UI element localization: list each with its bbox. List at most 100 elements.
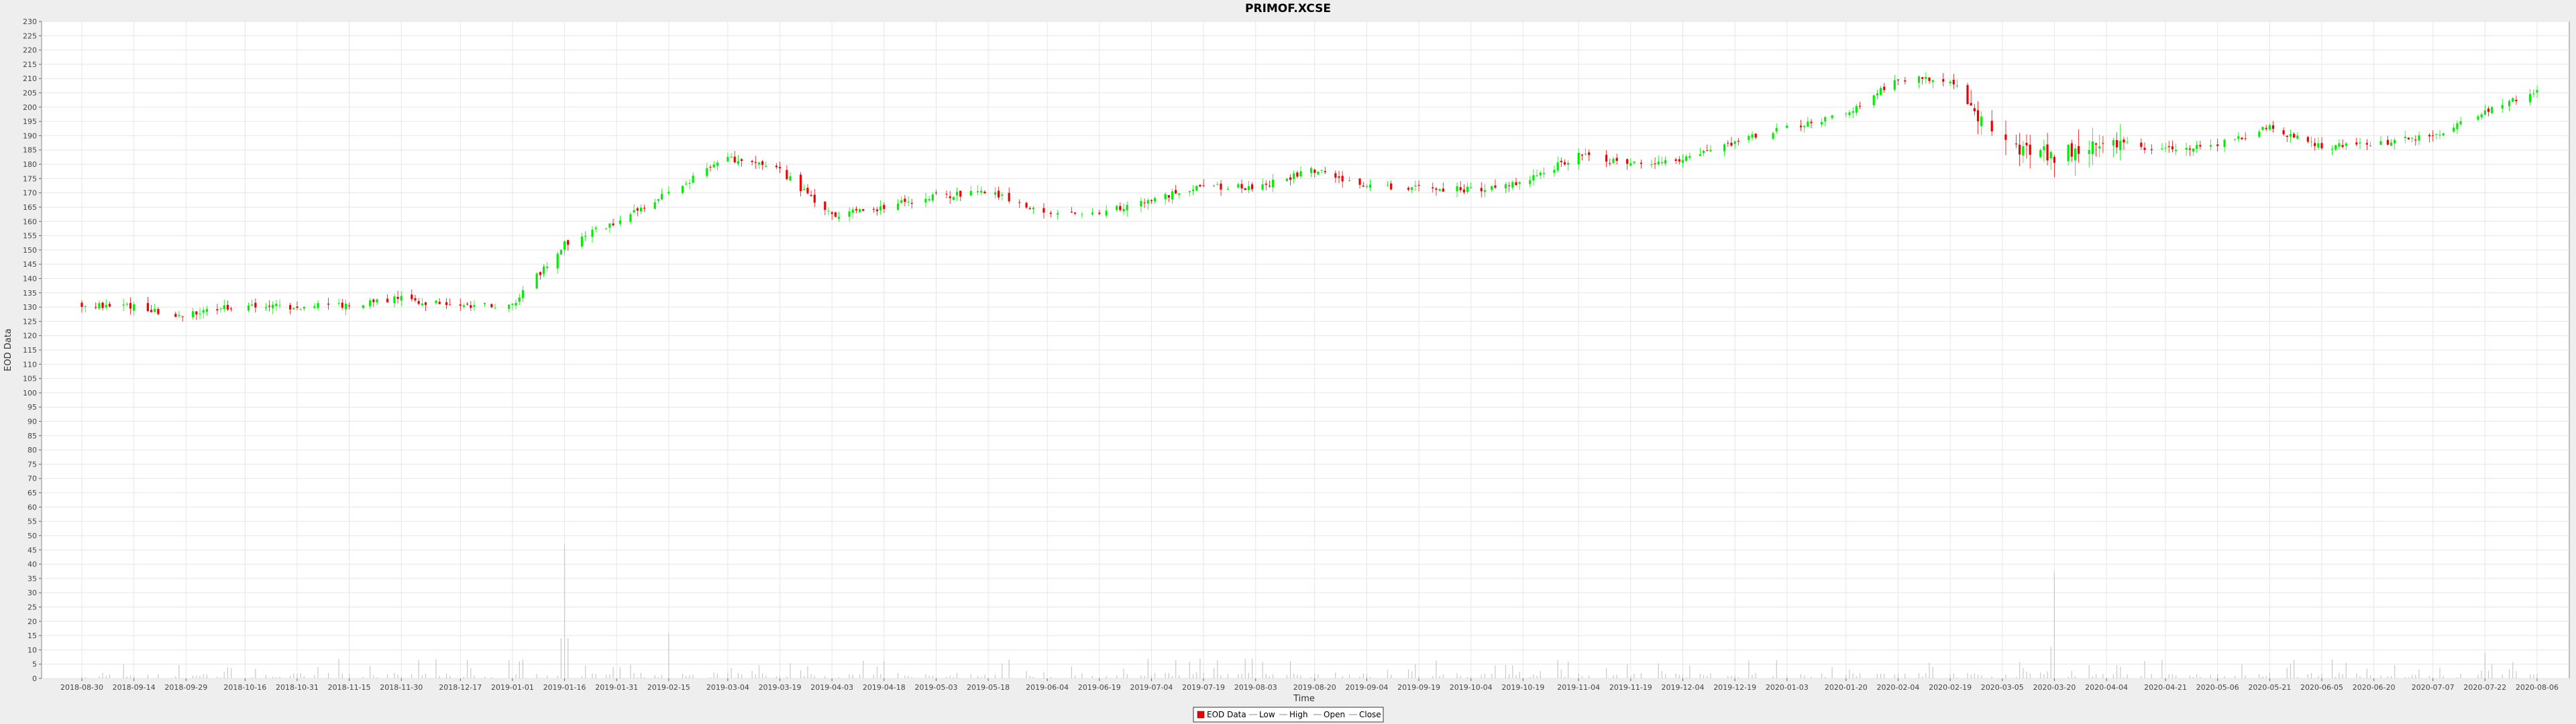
volume-bar bbox=[1703, 674, 1705, 678]
y-tick-label: 165 bbox=[23, 203, 37, 212]
volume-bar bbox=[1876, 674, 1878, 678]
candle-body bbox=[1199, 184, 1201, 187]
candle-body bbox=[1407, 188, 1410, 190]
x-tick-label: 2019-08-03 bbox=[1234, 683, 1277, 692]
x-tick-label: 2019-12-19 bbox=[1713, 683, 1756, 692]
volume-bar bbox=[2123, 677, 2125, 678]
volume-bar bbox=[1220, 675, 1222, 678]
volume-bar bbox=[1560, 669, 1562, 678]
x-tick-label: 2019-05-18 bbox=[967, 683, 1010, 692]
candle-body bbox=[1748, 135, 1750, 140]
candle-body bbox=[386, 298, 389, 302]
candle-body bbox=[2209, 145, 2212, 147]
candle-body bbox=[567, 240, 570, 245]
volume-bar bbox=[1196, 672, 1197, 678]
candle-body bbox=[396, 296, 399, 299]
legend-item-open: Open bbox=[1313, 710, 1345, 719]
candle-body bbox=[1237, 184, 1240, 188]
volume-bar bbox=[1682, 674, 1684, 678]
candle-body bbox=[2049, 152, 2052, 159]
candle-body bbox=[1970, 103, 1972, 106]
candle-body bbox=[95, 306, 97, 308]
volume-bar bbox=[2015, 676, 2017, 678]
x-tick-label: 2020-07-07 bbox=[2412, 683, 2455, 692]
candle-body bbox=[150, 310, 153, 312]
candle-body bbox=[751, 161, 753, 162]
volume-bar bbox=[1269, 676, 1271, 678]
candle-body bbox=[1786, 125, 1788, 128]
candle-body bbox=[1001, 194, 1004, 196]
candle-body bbox=[1057, 213, 1059, 215]
candle-body bbox=[1358, 178, 1361, 185]
candle-body bbox=[1976, 110, 1980, 121]
volume-bar bbox=[1925, 672, 1927, 678]
volume-bar bbox=[512, 677, 513, 678]
candle-body bbox=[2487, 108, 2490, 112]
candle-body bbox=[393, 296, 396, 304]
volume-bar bbox=[585, 665, 586, 678]
volume-bar bbox=[2151, 674, 2152, 678]
candle-body bbox=[2480, 114, 2483, 117]
candle-body bbox=[2188, 148, 2191, 150]
candle-body bbox=[1633, 162, 1635, 164]
candle-body bbox=[848, 211, 851, 217]
candle-body bbox=[272, 304, 274, 308]
volume-bar bbox=[1335, 672, 1336, 678]
candle-body bbox=[754, 162, 757, 163]
volume-bar bbox=[519, 661, 520, 678]
volume-bar bbox=[1369, 676, 1371, 678]
candle-body bbox=[2407, 137, 2410, 139]
candle-body bbox=[1491, 186, 1493, 190]
candle-body bbox=[101, 302, 104, 308]
volume-bar bbox=[439, 676, 440, 678]
x-tick-label: 2020-02-19 bbox=[1929, 683, 1972, 692]
volume-bar bbox=[1144, 676, 1145, 678]
y-tick-label: 60 bbox=[28, 503, 37, 511]
candle-body bbox=[2536, 90, 2538, 93]
candle-body bbox=[740, 159, 743, 161]
volume-bar bbox=[977, 676, 979, 678]
candle-body bbox=[1154, 198, 1157, 202]
y-tick-label: 160 bbox=[23, 217, 37, 226]
candle-body bbox=[591, 229, 594, 237]
volume-bar bbox=[2068, 676, 2069, 678]
volume-bar bbox=[1241, 673, 1242, 678]
x-tick-label: 2020-06-05 bbox=[2300, 683, 2343, 692]
candle-body bbox=[2404, 136, 2406, 138]
volume-bar bbox=[1081, 672, 1083, 678]
volume-bar bbox=[2005, 674, 2006, 678]
candle-body bbox=[1931, 80, 1934, 82]
candle-body bbox=[313, 306, 316, 308]
candle-body bbox=[80, 302, 83, 307]
candle-body bbox=[1893, 80, 1896, 90]
candle-body bbox=[2394, 139, 2396, 143]
candle-body bbox=[709, 166, 712, 168]
y-tick-label: 225 bbox=[23, 32, 37, 40]
candle-body bbox=[1164, 194, 1167, 200]
candle-body bbox=[1845, 113, 1847, 115]
candle-body bbox=[251, 304, 254, 306]
candle-body bbox=[1820, 122, 1823, 125]
volume-bar bbox=[1248, 672, 1250, 678]
candle-body bbox=[542, 266, 545, 274]
volume-bar bbox=[609, 674, 610, 678]
candle-body bbox=[2116, 139, 2118, 147]
candle-body bbox=[449, 304, 451, 306]
candle-body bbox=[289, 305, 292, 310]
volume-bar bbox=[904, 675, 906, 678]
y-tick-label: 125 bbox=[23, 317, 37, 326]
candle-body bbox=[949, 196, 951, 198]
volume-bar bbox=[411, 674, 413, 678]
volume-bar bbox=[1880, 673, 1882, 678]
candle-body bbox=[2365, 143, 2368, 145]
y-tick-label: 130 bbox=[23, 303, 37, 312]
candle-body bbox=[417, 301, 420, 304]
volume-bar bbox=[470, 668, 472, 678]
candle-body bbox=[219, 308, 222, 309]
candle-body bbox=[1296, 172, 1299, 177]
volume-bar bbox=[317, 667, 319, 678]
volume-bar bbox=[1904, 673, 1906, 678]
candle-body bbox=[1317, 172, 1320, 175]
volume-bar bbox=[303, 676, 305, 678]
candle-body bbox=[1810, 121, 1813, 123]
